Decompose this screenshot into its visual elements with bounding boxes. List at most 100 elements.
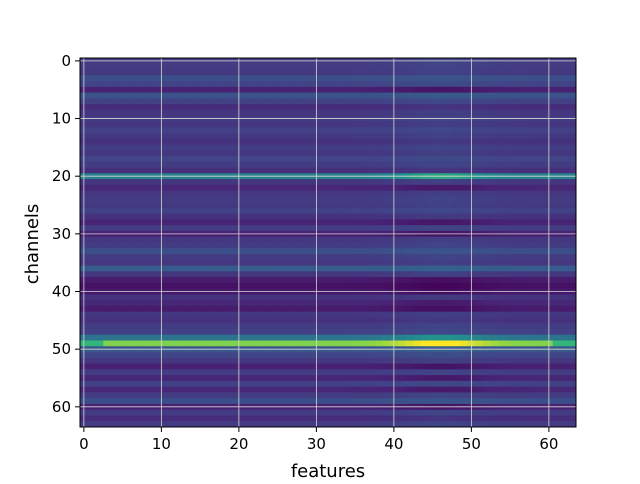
heatmap-cell [335, 409, 344, 416]
heatmap-cell [118, 352, 127, 359]
heatmap-cell [289, 375, 298, 382]
heatmap-cell [343, 225, 352, 232]
heatmap-cell [196, 421, 205, 428]
heatmap-cell [436, 69, 445, 76]
heatmap-cell [281, 305, 290, 313]
heatmap-cell [87, 225, 96, 232]
heatmap-cell [258, 323, 267, 330]
heatmap-cell [281, 323, 290, 330]
heatmap-cell [366, 104, 375, 111]
heatmap-cell [397, 196, 406, 203]
heatmap-cell [359, 328, 368, 336]
heatmap-cell [258, 386, 267, 393]
heatmap-cell [382, 132, 391, 140]
heatmap-cell [95, 300, 104, 307]
heatmap-cell [490, 167, 499, 174]
heatmap-cell [111, 196, 120, 203]
heatmap-cell [87, 156, 96, 163]
heatmap-cell [250, 392, 259, 399]
heatmap-cell [490, 380, 499, 388]
heatmap-cell [103, 144, 112, 151]
heatmap-cell [219, 334, 228, 341]
heatmap-cell [142, 104, 151, 111]
heatmap-cell [397, 127, 406, 134]
heatmap-cell [436, 225, 445, 232]
heatmap-cell [374, 409, 383, 416]
heatmap-cell [397, 104, 406, 111]
heatmap-cell [506, 340, 515, 347]
heatmap-cell [529, 369, 538, 376]
heatmap-cell [149, 132, 158, 140]
heatmap-cell [490, 161, 499, 168]
heatmap-cell [211, 352, 220, 359]
heatmap-cell [297, 196, 306, 203]
heatmap-cell [103, 196, 112, 203]
heatmap-cell [134, 323, 143, 330]
heatmap-cell [335, 271, 344, 278]
heatmap-cell [211, 259, 220, 266]
heatmap-cell [335, 196, 344, 203]
heatmap-cell [568, 259, 577, 266]
heatmap-cell [421, 156, 430, 163]
heatmap-cell [258, 81, 267, 88]
heatmap-cell [242, 254, 251, 261]
heatmap-cell [351, 63, 360, 70]
heatmap-cell [506, 248, 515, 255]
heatmap-cell [103, 380, 112, 388]
heatmap-cell [529, 109, 538, 117]
heatmap-cell [475, 415, 484, 422]
heatmap-cell [483, 265, 492, 272]
heatmap-cell [428, 363, 437, 370]
heatmap-cell [490, 184, 499, 192]
heatmap-cell [366, 150, 375, 157]
heatmap-cell [165, 132, 174, 140]
heatmap-cell [273, 328, 282, 336]
heatmap-cell [475, 323, 484, 330]
heatmap-cell [188, 109, 197, 117]
heatmap-cell [258, 236, 267, 243]
heatmap-cell [421, 386, 430, 393]
heatmap-cell [304, 300, 313, 307]
heatmap-cell [87, 98, 96, 105]
heatmap-cell [103, 311, 112, 318]
heatmap-cell [374, 242, 383, 249]
heatmap-cell [537, 225, 546, 232]
heatmap-cell [320, 421, 329, 428]
heatmap-cell [537, 121, 546, 128]
heatmap-cell [514, 271, 523, 278]
heatmap-cell [568, 202, 577, 209]
heatmap-cell [397, 305, 406, 313]
heatmap-cell [204, 213, 213, 220]
heatmap-cell [227, 305, 236, 313]
heatmap-cell [173, 92, 182, 99]
heatmap-cell [459, 156, 468, 163]
heatmap-cell [142, 259, 151, 266]
heatmap-cell [343, 219, 352, 226]
heatmap-cell [273, 109, 282, 117]
heatmap-cell [506, 98, 515, 105]
heatmap-cell [273, 167, 282, 174]
heatmap-cell [165, 207, 174, 215]
heatmap-cell [242, 294, 251, 301]
heatmap-cell [421, 323, 430, 330]
heatmap-cell [483, 219, 492, 226]
heatmap-cell [421, 81, 430, 88]
heatmap-cell [250, 156, 259, 163]
heatmap-cell [87, 161, 96, 168]
heatmap-cell [506, 398, 515, 405]
heatmap-cell [498, 161, 507, 168]
heatmap-cell [421, 236, 430, 243]
heatmap-cell [343, 375, 352, 382]
heatmap-cell [126, 340, 135, 347]
heatmap-cell [211, 121, 220, 128]
heatmap-cell [180, 161, 189, 168]
heatmap-cell [343, 398, 352, 405]
heatmap-cell [126, 92, 135, 99]
heatmap-cell [436, 104, 445, 111]
heatmap-cell [173, 202, 182, 209]
heatmap-cell [126, 69, 135, 76]
heatmap-cell [335, 98, 344, 105]
heatmap-cell [436, 311, 445, 318]
heatmap-cell [118, 300, 127, 307]
heatmap-cell [366, 144, 375, 151]
